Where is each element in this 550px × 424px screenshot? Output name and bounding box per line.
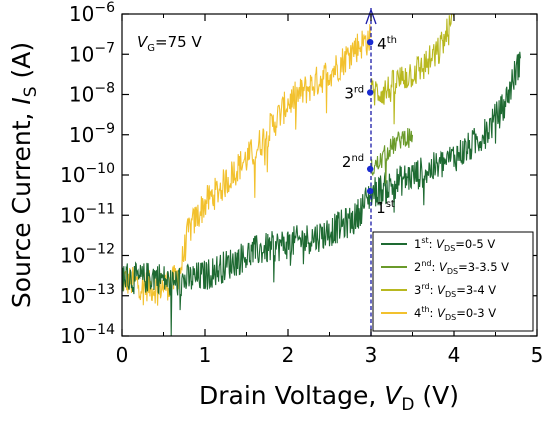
marker-label-2nd: 2nd	[342, 153, 364, 171]
x-tick-label: 4	[448, 343, 461, 367]
legend-entry-4: 4th: VDS=0-3 V	[414, 305, 496, 322]
series-line-4	[121, 24, 372, 306]
marker-label-3rd: 3rd	[344, 84, 364, 102]
gate-voltage-annotation: VG=75 V	[137, 33, 202, 54]
y-tick-label: 10−14	[60, 322, 115, 348]
y-tick-label: 10−9	[69, 121, 115, 147]
y-tick-label: 10−13	[60, 282, 115, 308]
tick-layer: 0 1 2 3 4 5 10−14 10−13 10−12 10−11 10−10 10−9 10−8 1…	[60, 0, 543, 367]
legend: 1st: VDS=0-5 V 2nd: VDS=3-3.5 V 3rd: VDS=3…	[372, 231, 534, 332]
y-tick-label: 10−12	[60, 242, 115, 268]
y-axis-label: Source Current, IS (A)	[7, 42, 41, 308]
y-tick-label: 10−10	[60, 161, 115, 187]
x-tick-label: 3	[365, 343, 378, 367]
series-line-2	[370, 127, 414, 184]
x-tick-label: 2	[282, 343, 295, 367]
legend-entry-1: 1st: VDS=0-5 V	[414, 236, 495, 253]
legend-box	[372, 231, 534, 332]
legend-entry-2: 2nd: VDS=3-3.5 V	[414, 259, 509, 276]
marker-point-3rd	[366, 89, 374, 96]
series-line-3	[370, 13, 455, 125]
marker-label-1st: 1st	[376, 199, 395, 217]
y-tick-label: 10−8	[69, 81, 115, 107]
marker-label-4th: 4th	[377, 35, 397, 53]
marker-layer: 1st 2nd 3rd 4th	[342, 8, 397, 336]
x-tick-label: 1	[199, 343, 212, 367]
x-axis-label: Drain Voltage, VD (V)	[199, 381, 459, 415]
series-line-1	[121, 51, 521, 337]
x-tick-label: 0	[116, 343, 129, 367]
marker-point-4th	[366, 38, 374, 46]
marker-point-2nd	[366, 165, 374, 173]
y-tick-label: 10−7	[69, 40, 115, 66]
marker-point-1st	[366, 187, 374, 195]
x-tick-label: 5	[531, 343, 544, 367]
y-tick-label: 10−6	[69, 0, 115, 26]
y-tick-label: 10−11	[60, 201, 115, 227]
series-layer	[121, 13, 521, 337]
legend-entry-3: 3rd: VDS=3-4 V	[414, 282, 496, 299]
arrow-head	[365, 8, 377, 25]
